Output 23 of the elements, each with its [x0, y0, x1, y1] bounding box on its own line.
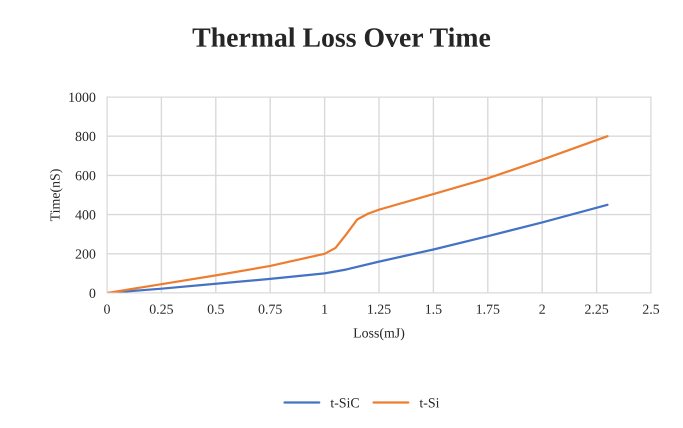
y-tick-label: 600	[76, 170, 96, 180]
x-tick-label: 0	[104, 304, 110, 314]
x-tick-label: 0.5	[208, 304, 224, 314]
y-tick-label: 400	[75, 210, 96, 220]
y-tick-label: 0	[89, 288, 96, 298]
chart-title: Thermal Loss Over Time	[192, 27, 490, 47]
x-tick-label: 2.5	[642, 304, 660, 314]
legend-label: t-SiC	[330, 398, 359, 408]
x-tick-label: 0.75	[258, 304, 282, 314]
x-tick-label: 2	[539, 304, 545, 314]
legend-label: t-Si	[420, 398, 440, 408]
line-series	[107, 135, 609, 293]
y-tick-label: 800	[76, 132, 96, 142]
x-tick-label: 1.75	[476, 304, 500, 314]
x-tick-label: 2.25	[585, 304, 608, 314]
y-axis-title: Time(nS)	[50, 169, 63, 222]
x-tick-label: 0.25	[150, 304, 174, 314]
x-tick-label: 1.5	[426, 304, 442, 314]
y-tick-label: 200	[76, 249, 96, 259]
y-tick-label: 1000	[69, 92, 96, 102]
x-tick-label: 1.25	[368, 304, 391, 314]
x-axis-title: Loss(mJ)	[354, 328, 404, 340]
x-tick-label: 1	[322, 304, 328, 314]
